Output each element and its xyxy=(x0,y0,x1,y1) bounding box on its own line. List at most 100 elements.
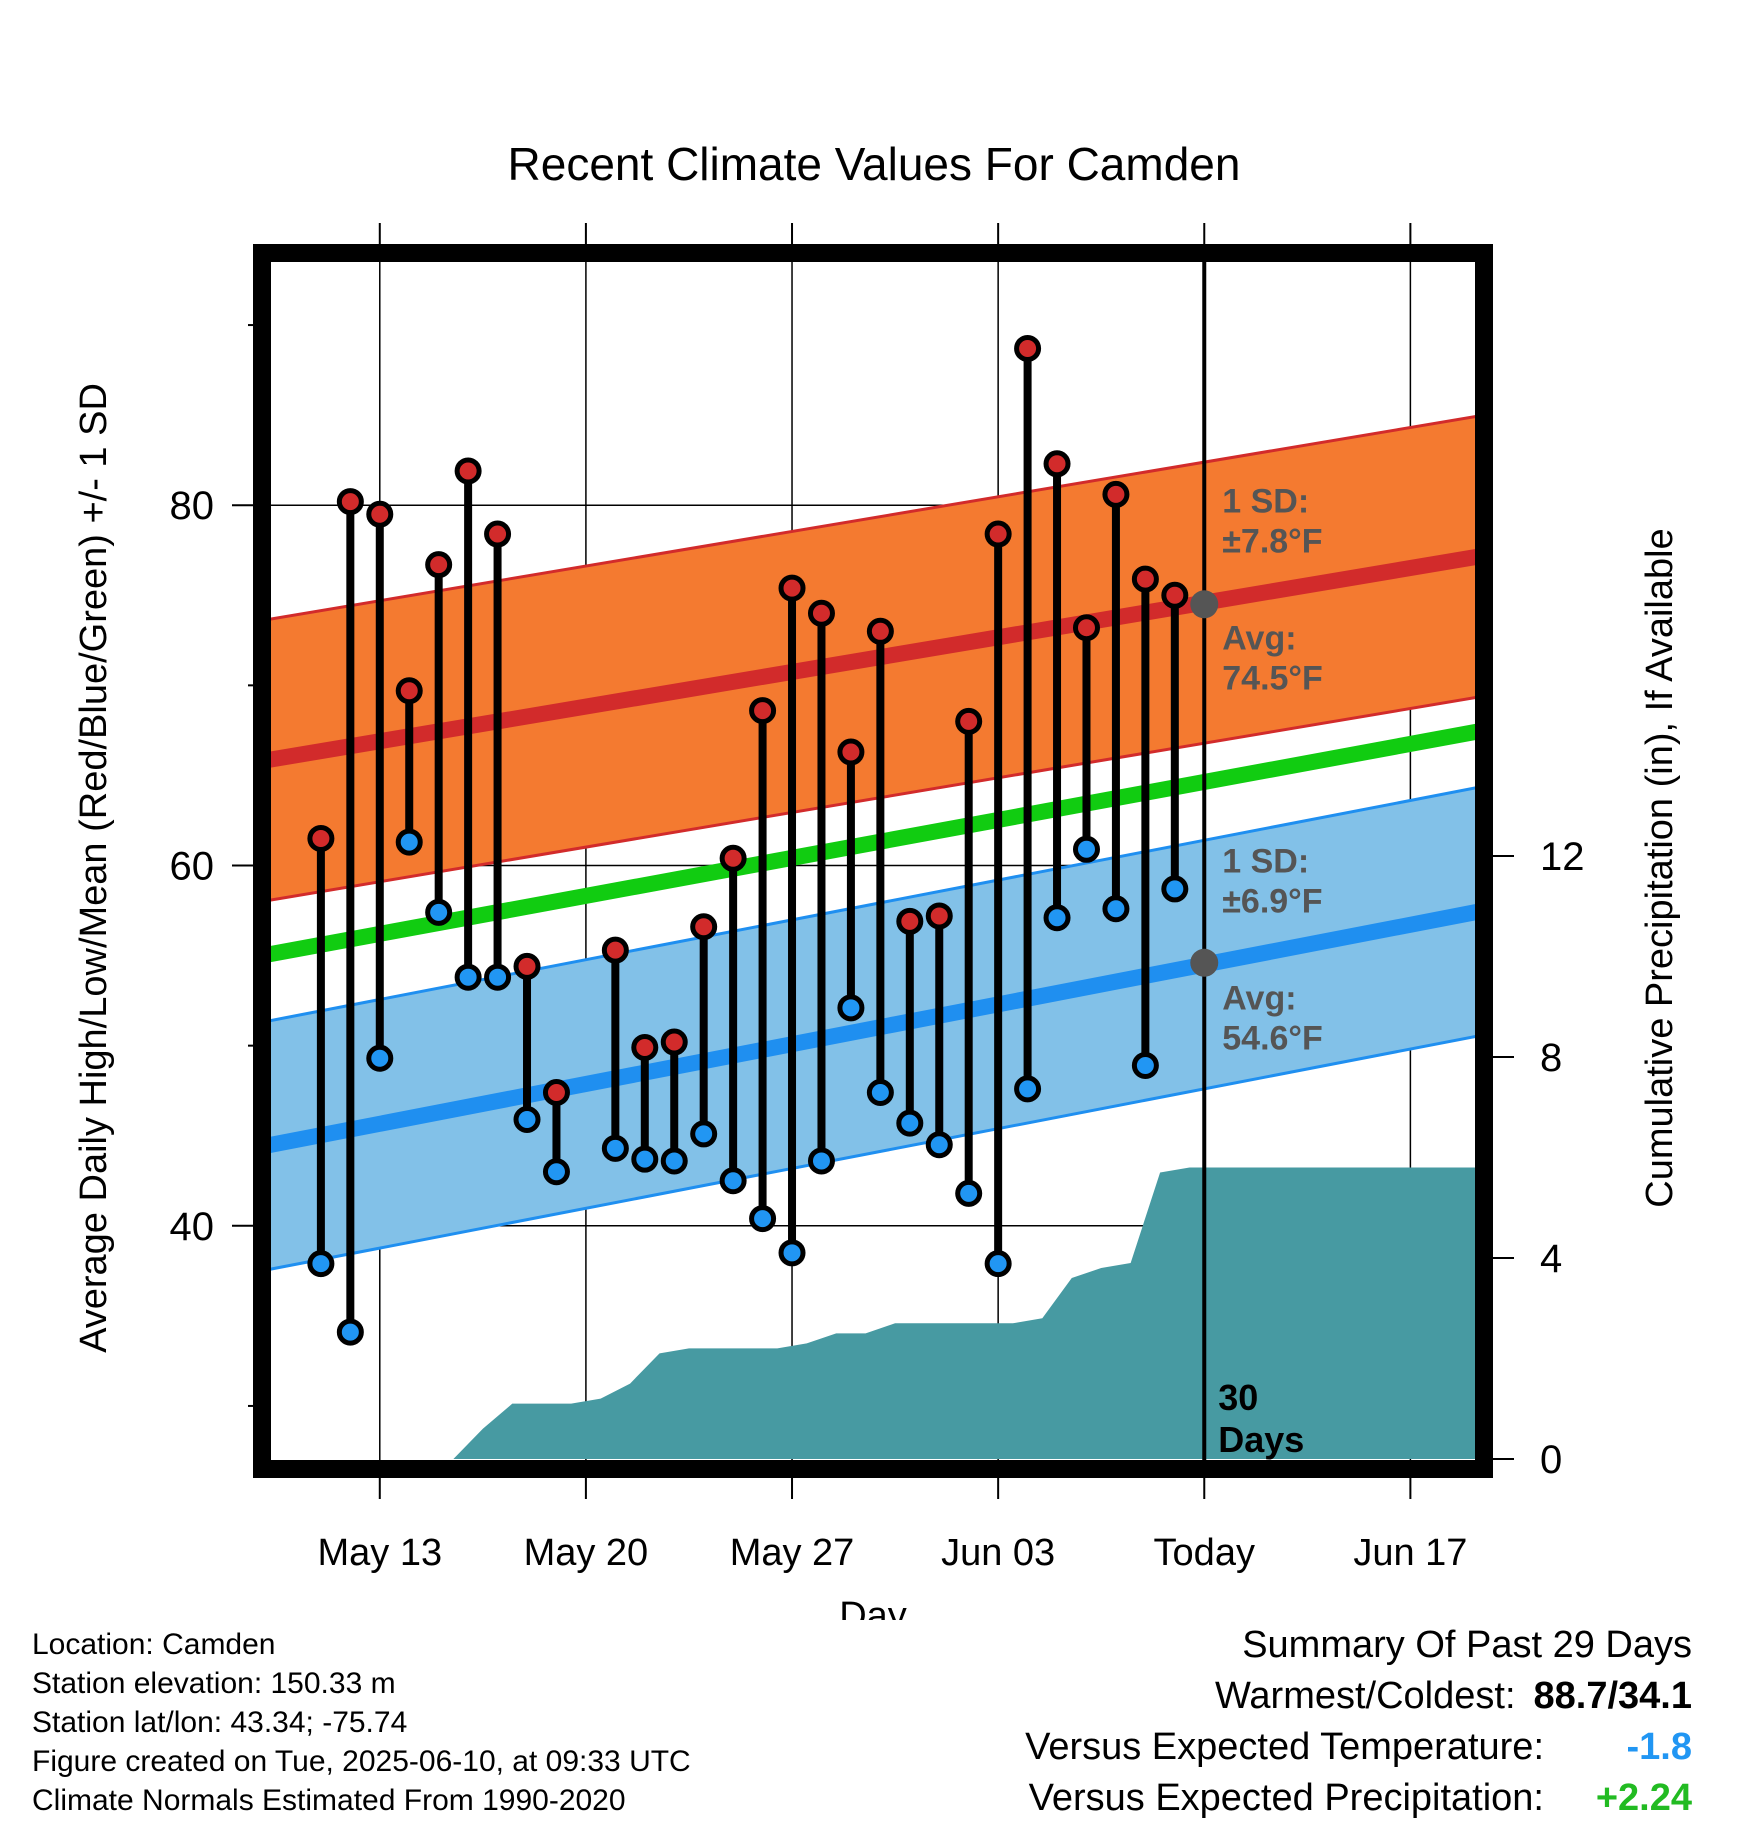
plot-clip-group: 1 SD: ±7.8°F Avg: 74.5°F 1 SD: ±6.9°F Avg: 54.6… xyxy=(262,253,1484,1469)
high-temp-point xyxy=(807,599,835,627)
low-temp-point xyxy=(1131,1051,1159,1079)
y-tick-label: 40 xyxy=(170,1205,215,1249)
low-temp-point xyxy=(513,1106,541,1134)
high-temp-point xyxy=(866,617,894,645)
low-temp-point xyxy=(366,1044,394,1072)
high-temp-point xyxy=(307,824,335,852)
high-temp-point xyxy=(484,520,512,548)
high-temp-point xyxy=(336,488,364,516)
low-temp-point xyxy=(1102,895,1130,923)
y-tick-label: 80 xyxy=(170,484,215,528)
x-tick-label: Jun 03 xyxy=(941,1532,1055,1574)
temp-value: -1.8 xyxy=(1626,1726,1692,1768)
summary-precip-row: Versus Expected Precipitation: +2.24 xyxy=(1025,1773,1692,1824)
high-temp-point xyxy=(749,697,777,725)
low-temp-point xyxy=(454,963,482,991)
summary-temp-row: Versus Expected Temperature: -1.8 xyxy=(1025,1722,1692,1773)
chart-title: Recent Climate Values For Camden xyxy=(508,138,1241,190)
precip-label: Versus Expected Precipitation: xyxy=(1028,1777,1544,1819)
low-temp-point xyxy=(719,1167,747,1195)
precip-value: +2.24 xyxy=(1595,1777,1692,1819)
latlon-text: Station lat/lon: 43.34; -75.74 xyxy=(32,1706,408,1739)
high-temp-point xyxy=(1161,581,1189,609)
x-tick-label: May 20 xyxy=(524,1532,649,1574)
y2-tick-label: 8 xyxy=(1540,1036,1562,1080)
warmest-value: 88.7/34.1 xyxy=(1533,1675,1692,1717)
high-temp-point xyxy=(955,707,983,735)
warmest-label: Warmest/Coldest: xyxy=(1214,1675,1516,1717)
low-temp-point xyxy=(1161,875,1189,903)
summary-panel: Summary Of Past 29 Days Warmest/Coldest:… xyxy=(1025,1620,1692,1824)
low-sd-annotation: 1 SD: ±6.9°F xyxy=(1222,843,1322,921)
low-temp-point xyxy=(307,1250,335,1278)
y-axis-label: Average Daily High/Low/Mean (Red/Blue/Gr… xyxy=(73,383,115,1353)
summary-warmest-row: Warmest/Coldest: 88.7/34.1 xyxy=(1025,1671,1692,1722)
low-temp-point xyxy=(837,994,865,1022)
summary-title: Summary Of Past 29 Days xyxy=(1242,1624,1692,1666)
created-text: Figure created on Tue, 2025-06-10, at 09… xyxy=(32,1745,691,1778)
normals-text: Climate Normals Estimated From 1990-2020 xyxy=(32,1784,626,1817)
y2-axis-label: Cumulative Precipitation (in), If Availa… xyxy=(1639,528,1681,1207)
x-axis-label: Day xyxy=(839,1595,907,1620)
high-temp-point xyxy=(719,844,747,872)
low-avg-line xyxy=(262,902,1484,1155)
low-temp-point xyxy=(395,828,423,856)
high-temp-point xyxy=(1131,565,1159,593)
low-temp-point xyxy=(778,1239,806,1267)
location-text: Location: Camden xyxy=(32,1628,276,1661)
high-avg-today-marker xyxy=(1190,590,1219,619)
climate-chart: Recent Climate Values For Camden 1 SD: ±7… xyxy=(73,138,1681,1620)
high-temp-point xyxy=(660,1028,688,1056)
low-temp-point xyxy=(1072,835,1100,863)
low-temp-point xyxy=(807,1147,835,1175)
elevation-text: Station elevation: 150.33 m xyxy=(32,1667,396,1700)
high-temp-point xyxy=(690,913,718,941)
high-avg-annotation: Avg: 74.5°F xyxy=(1222,619,1323,697)
high-temp-point xyxy=(1072,614,1100,642)
low-temp-point xyxy=(484,963,512,991)
low-temp-point xyxy=(425,898,453,926)
high-temp-point xyxy=(1102,480,1130,508)
high-temp-point xyxy=(395,677,423,705)
high-temp-point xyxy=(631,1033,659,1061)
low-temp-point xyxy=(631,1145,659,1173)
temp-label: Versus Expected Temperature: xyxy=(1025,1726,1544,1768)
low-temp-point xyxy=(336,1318,364,1346)
y2-tick-label: 4 xyxy=(1540,1237,1562,1281)
low-temp-point xyxy=(925,1131,953,1159)
low-sd-lower-edge xyxy=(262,1033,1484,1273)
high-temp-point xyxy=(513,952,541,980)
low-temp-point xyxy=(601,1134,629,1162)
low-temp-point xyxy=(955,1179,983,1207)
high-temp-point xyxy=(837,738,865,766)
x-tick-label: May 27 xyxy=(730,1532,855,1574)
y2-tick-label: 12 xyxy=(1540,835,1585,879)
low-temp-point xyxy=(1014,1075,1042,1103)
low-temp-point xyxy=(660,1147,688,1175)
x-tick-label: Today xyxy=(1154,1532,1255,1574)
high-temp-point xyxy=(1043,450,1071,478)
y2-tick-label: 0 xyxy=(1540,1438,1562,1482)
station-info: Location: Camden Station elevation: 150.… xyxy=(32,1625,691,1820)
low-temp-point xyxy=(1043,904,1071,932)
low-temp-point xyxy=(542,1158,570,1186)
high-temp-point xyxy=(425,551,453,579)
high-temp-point xyxy=(778,574,806,602)
low-temp-point xyxy=(866,1078,894,1106)
low-temp-point xyxy=(749,1205,777,1233)
high-temp-point xyxy=(896,907,924,935)
days-window-label: 30 Days xyxy=(1218,1377,1304,1460)
high-temp-point xyxy=(984,520,1012,548)
low-temp-point xyxy=(690,1120,718,1148)
x-tick-label: May 13 xyxy=(317,1532,442,1574)
y-tick-label: 60 xyxy=(170,845,215,889)
precip-area xyxy=(453,1167,1484,1459)
high-temp-point xyxy=(366,500,394,528)
x-tick-label: Jun 17 xyxy=(1353,1532,1467,1574)
low-temp-point xyxy=(896,1109,924,1137)
high-temp-point xyxy=(542,1078,570,1106)
low-temp-point xyxy=(984,1250,1012,1278)
high-temp-point xyxy=(925,902,953,930)
high-temp-point xyxy=(454,457,482,485)
low-avg-today-marker xyxy=(1190,948,1219,977)
